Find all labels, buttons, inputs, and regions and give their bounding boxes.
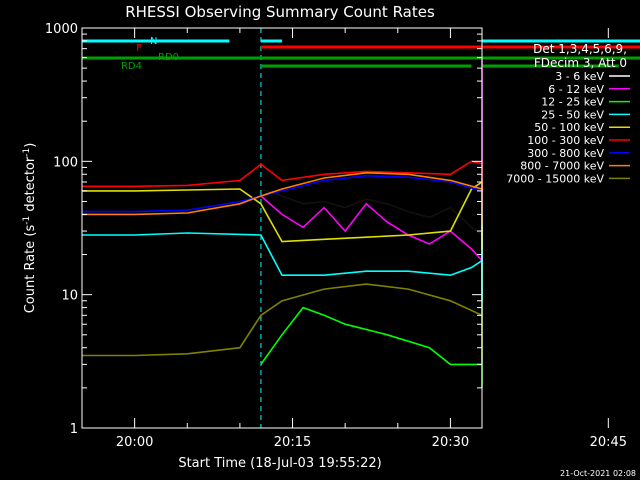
y-axis-label-main: Count Rate (s [23, 225, 38, 314]
flag-label-n: N [150, 36, 157, 47]
legend-label-4: 50 - 100 keV [534, 121, 604, 134]
x-tick-label-2: 20:30 [432, 435, 469, 450]
legend-label-3: 25 - 50 keV [541, 108, 604, 121]
legend-label-6: 300 - 800 keV [527, 147, 604, 160]
x-tick-label-3: 20:45 [590, 435, 627, 450]
y-axis-ticks: 1 10 100 1000 [45, 22, 482, 437]
legend-header-line-1: Det 1,3,4,5,6,9, [533, 42, 627, 56]
y-tick-label-3: 1000 [45, 22, 78, 37]
plot-frame [81, 27, 483, 429]
y-tick-label-1: 10 [61, 289, 78, 304]
legend-header-line-2: FDecim 3, Att 0 [534, 56, 627, 70]
y-axis-label: Count Rate (s-1 detector-1) [22, 143, 38, 314]
legend-label-0: 3 - 6 keV [555, 70, 604, 83]
flag-label-f: F [136, 43, 142, 54]
legend: Det 1,3,4,5,6,9, FDecim 3, Att 0 3 - 6 k… [506, 42, 630, 185]
flag-label-rd4: RD4 [121, 61, 142, 72]
y-axis-label-sup2: -1 [22, 148, 32, 157]
x-tick-label-0: 20:00 [116, 435, 153, 450]
legend-label-8: 7000 - 15000 keV [506, 172, 604, 185]
y-axis-label-close: ) [23, 143, 38, 148]
chart-title: RHESSI Observing Summary Count Rates [125, 3, 435, 21]
legend-label-1: 6 - 12 keV [548, 83, 604, 96]
flag-label-rd0: RD0 [158, 52, 179, 63]
legend-label-2: 12 - 25 keV [541, 96, 604, 109]
x-tick-label-1: 20:15 [274, 435, 311, 450]
y-tick-label-0: 1 [70, 422, 78, 437]
date-stamp: 21-Oct-2021 02:08 [560, 469, 636, 478]
y-axis-label-tail: detector [23, 156, 38, 216]
legend-label-5: 100 - 300 keV [527, 134, 604, 147]
y-axis-label-sup: -1 [22, 216, 32, 225]
legend-label-7: 800 - 7000 keV [520, 160, 604, 173]
x-axis-label: Start Time (18-Jul-03 19:55:22) [178, 456, 381, 471]
y-tick-label-2: 100 [53, 155, 78, 170]
